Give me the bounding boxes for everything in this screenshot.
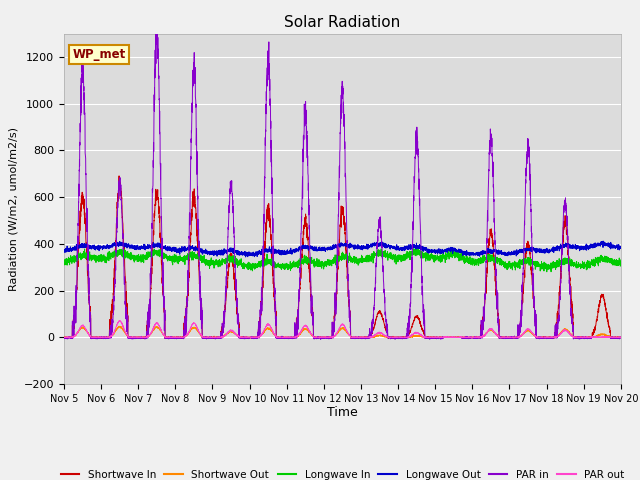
X-axis label: Time: Time <box>327 407 358 420</box>
Text: WP_met: WP_met <box>72 48 125 60</box>
Title: Solar Radiation: Solar Radiation <box>284 15 401 30</box>
Legend: Shortwave In, Shortwave Out, Longwave In, Longwave Out, PAR in, PAR out: Shortwave In, Shortwave Out, Longwave In… <box>56 466 628 480</box>
Y-axis label: Radiation (W/m2, umol/m2/s): Radiation (W/m2, umol/m2/s) <box>8 127 18 291</box>
